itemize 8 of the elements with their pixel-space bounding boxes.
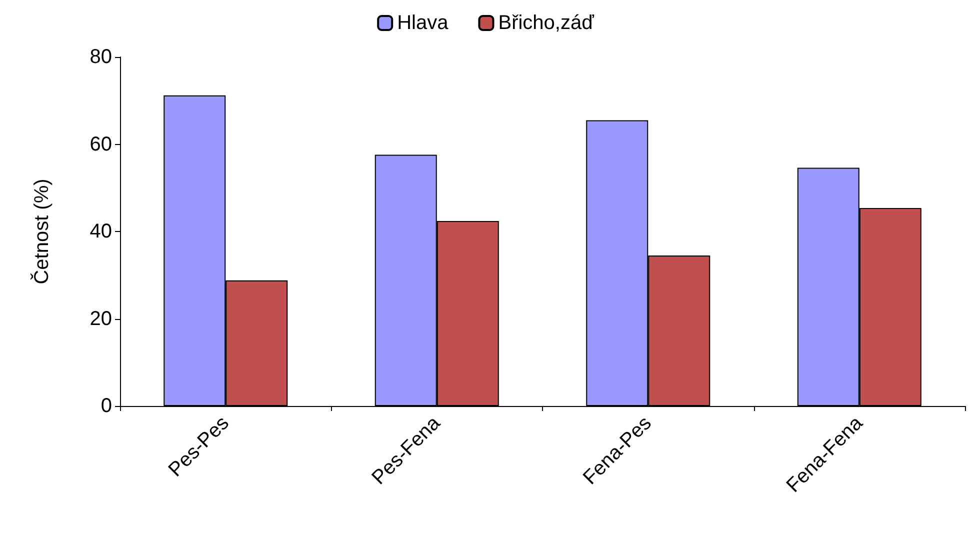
y-tick-label: 40	[90, 220, 112, 242]
y-tick-label: 60	[90, 133, 112, 156]
y-axis-title: Četnost (%)	[30, 178, 53, 284]
legend-label: Břicho,záď	[498, 12, 595, 34]
y-tick-label: 80	[90, 46, 112, 68]
y-tick-label: 20	[90, 308, 112, 330]
y-tick-label: 0	[100, 395, 112, 417]
legend-label: Hlava	[397, 12, 450, 34]
